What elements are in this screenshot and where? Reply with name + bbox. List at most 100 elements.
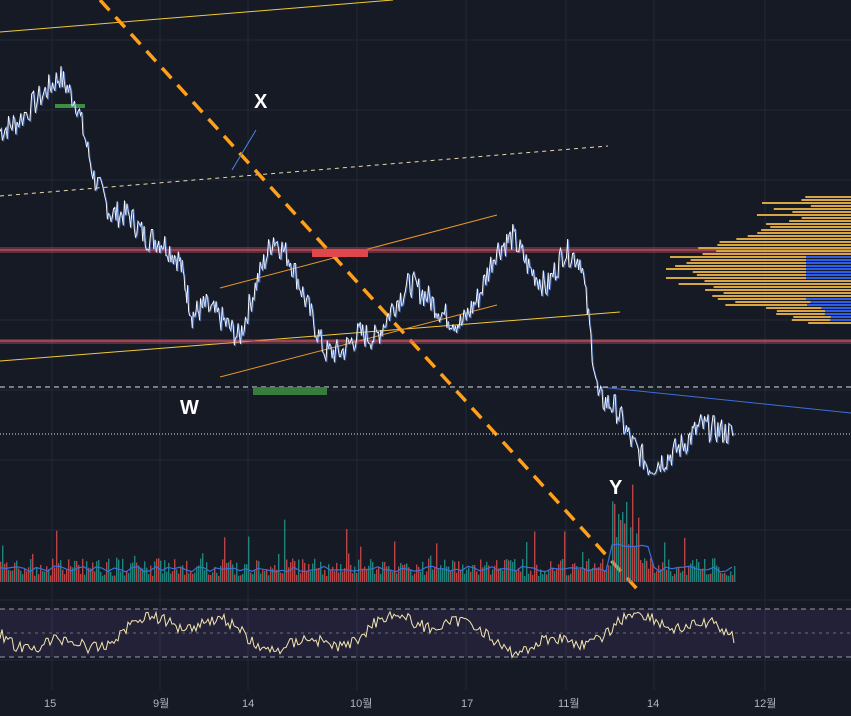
volume-bar: [696, 559, 697, 582]
volume-bar: [620, 520, 621, 582]
volume-bar: [212, 572, 213, 582]
volume-bar: [156, 559, 157, 582]
volume-bar: [630, 527, 631, 582]
volume-bar: [502, 571, 503, 582]
volume-bar: [548, 571, 549, 582]
volume-bar: [450, 571, 451, 582]
volume-bar: [676, 569, 677, 582]
volume-bar: [646, 561, 647, 582]
volume-bar: [718, 567, 719, 582]
volume-profile-poc-bar: [806, 274, 851, 276]
volume-bar: [210, 575, 211, 582]
volume-bar: [444, 560, 445, 582]
volume-bar: [300, 573, 301, 582]
volume-bar: [678, 567, 679, 582]
volume-bar: [432, 569, 433, 582]
volume-bar: [492, 569, 493, 582]
volume-profile-poc-bar: [806, 265, 851, 267]
volume-bar: [438, 569, 439, 582]
volume-bar: [188, 573, 189, 582]
grid: [0, 0, 851, 690]
blue-ray[interactable]: [600, 387, 851, 413]
volume-bar: [348, 553, 349, 582]
volume-bar: [312, 564, 313, 582]
volume-bar: [334, 571, 335, 582]
volume-bar: [328, 564, 329, 582]
volume-profile-bar: [720, 241, 851, 243]
volume-bar: [632, 485, 633, 582]
volume-bar: [528, 574, 529, 582]
volume-bar: [608, 565, 609, 582]
volume-bar: [350, 565, 351, 582]
volume-bar: [672, 576, 673, 582]
volume-bar: [338, 573, 339, 582]
volume-bar: [366, 569, 367, 582]
volume-bar: [174, 559, 175, 582]
volume-profile-poc-bar: [825, 313, 851, 315]
volume-bar: [470, 572, 471, 582]
volume-bar: [662, 562, 663, 582]
volume-bar: [568, 575, 569, 582]
support-zone-box[interactable]: [253, 387, 327, 395]
volume-bar: [278, 554, 279, 582]
volume-bar: [248, 537, 249, 582]
volume-profile-bar: [774, 208, 851, 210]
volume-bar: [104, 575, 105, 582]
downtrend-dashed[interactable]: [100, 0, 638, 590]
volume-bar: [22, 574, 23, 582]
volume-bar: [590, 570, 591, 582]
volume-bar: [522, 559, 523, 582]
volume-bar: [216, 573, 217, 582]
volume-bar: [388, 566, 389, 582]
volume-profile-bar: [705, 289, 851, 291]
volume-bar: [84, 575, 85, 582]
volume-bar: [382, 562, 383, 582]
volume-bar: [292, 559, 293, 582]
upper-trend-line[interactable]: [0, 0, 393, 32]
volume-bar: [310, 571, 311, 582]
volume-bar: [420, 572, 421, 582]
volume-bar: [734, 566, 735, 582]
volume-bar: [264, 571, 265, 582]
volume-bar: [280, 573, 281, 582]
volume-profile-bar: [757, 232, 851, 234]
volume-bar: [116, 558, 117, 582]
x-tick: 14: [647, 698, 659, 710]
volume-profile-bar: [805, 196, 851, 198]
volume-bar: [412, 575, 413, 582]
volume-bar: [626, 502, 627, 582]
volume-bar: [200, 559, 201, 582]
volume-bar: [66, 570, 67, 582]
volume-profile-bar: [811, 205, 851, 207]
small-support-box[interactable]: [55, 104, 85, 108]
volume-bar: [640, 560, 641, 582]
x-tick: 9월: [153, 697, 169, 710]
volume-bar: [668, 560, 669, 582]
volume-bar: [604, 570, 605, 582]
volume-bar: [708, 574, 709, 582]
volume-bar: [362, 568, 363, 582]
volume-bar: [458, 561, 459, 582]
volume-bar: [510, 560, 511, 582]
volume-bar: [152, 576, 153, 582]
volume-profile-bar: [717, 244, 851, 246]
volume-bar: [720, 573, 721, 582]
volume-bar: [430, 556, 431, 582]
volume-profile-poc-bar: [810, 301, 851, 303]
volume-profile-bar: [761, 229, 851, 231]
volume-bar: [204, 570, 205, 582]
volume-bar: [86, 561, 87, 582]
volume-profile-bar: [789, 220, 851, 222]
volume-bar: [80, 574, 81, 582]
volume-bar: [332, 567, 333, 582]
volume-bar: [428, 558, 429, 582]
volume-bar: [194, 573, 195, 582]
volume-bar: [322, 574, 323, 582]
volume-bar: [508, 561, 509, 582]
volume-bar: [154, 562, 155, 582]
volume-bar: [224, 537, 225, 582]
volume-profile-bar: [766, 223, 851, 225]
supply-zone-box[interactable]: [312, 249, 368, 257]
volume-bar: [148, 574, 149, 582]
volume-bar: [236, 563, 237, 582]
